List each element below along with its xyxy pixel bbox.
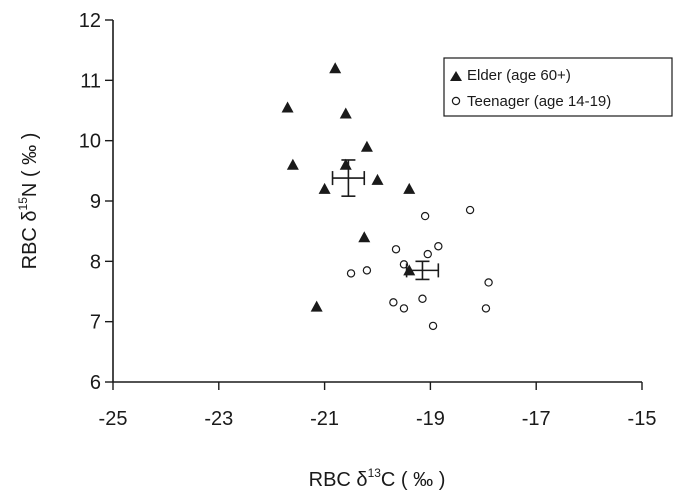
legend-elder-label: Elder (age 60+) <box>467 67 571 84</box>
legend-teenager-marker <box>451 96 461 106</box>
legend-box <box>443 57 673 117</box>
y-tick-label: 10 <box>79 131 101 153</box>
teenager-point <box>484 278 493 287</box>
teenager-point <box>399 260 409 269</box>
x-tick-label: -19 <box>416 408 445 430</box>
teenager-point <box>481 304 491 313</box>
y-tick-label: 9 <box>90 191 101 213</box>
teenager-point <box>399 304 409 313</box>
teenager-point <box>428 321 438 331</box>
y-tick-label: 8 <box>90 251 101 273</box>
teenager-point <box>420 211 430 221</box>
elder-point <box>286 158 299 170</box>
y-tick-label: 7 <box>90 312 101 334</box>
teenager-point <box>346 269 356 278</box>
y-axis-title-prefix: RBC δ <box>19 210 41 269</box>
teenager-mean-errorbar <box>405 260 440 281</box>
x-axis: -25 -23 -21 -19 -17 -15 <box>99 381 657 430</box>
x-ticks: -25 -23 -21 -19 -17 -15 <box>99 382 657 430</box>
elder-point <box>281 101 294 113</box>
x-axis-title-sup: 13 <box>368 466 382 480</box>
x-tick-label: -23 <box>204 408 233 430</box>
elder-point <box>358 231 371 243</box>
teenager-point <box>389 298 398 307</box>
y-ticks: 6 7 8 9 10 11 12 <box>79 10 113 394</box>
elder-mean-errorbar <box>331 159 366 197</box>
y-tick-label: 11 <box>80 70 101 92</box>
y-axis: 6 7 8 9 10 11 12 <box>79 10 114 394</box>
x-tick-label: -15 <box>628 408 657 430</box>
elder-point <box>371 173 384 185</box>
y-axis-title-sup: 15 <box>16 197 30 211</box>
y-axis-title-suffix: N ( ‰ ) <box>19 133 41 197</box>
x-axis-title-suffix: C ( ‰ ) <box>381 469 445 491</box>
teenager-point <box>418 294 427 303</box>
teenager-point <box>362 266 372 275</box>
x-tick-label: -21 <box>310 408 339 430</box>
elder-point <box>318 182 331 194</box>
elder-point <box>339 107 352 119</box>
elder-point <box>329 62 342 74</box>
teenager-point <box>434 242 443 251</box>
elder-point <box>310 300 323 312</box>
legend-teenager-label: Teenager (age 14-19) <box>467 93 611 110</box>
elder-point <box>403 182 416 194</box>
y-axis-title: RBC δ15N ( ‰ ) <box>16 133 41 270</box>
teenager-point <box>465 205 475 215</box>
teenager-point <box>423 249 432 259</box>
legend-elder-marker <box>450 71 462 81</box>
plot-area <box>281 62 493 331</box>
legend: Elder (age 60+) Teenager (age 14-19) <box>443 57 673 117</box>
x-tick-label: -25 <box>99 408 128 430</box>
x-axis-title-prefix: RBC δ <box>309 469 368 491</box>
y-tick-label: 6 <box>90 372 101 394</box>
elder-point <box>360 140 373 152</box>
x-axis-title: RBC δ13C ( ‰ ) <box>309 466 446 491</box>
y-tick-label: 12 <box>79 10 101 32</box>
teenager-point <box>391 245 401 254</box>
x-tick-label: -17 <box>522 408 551 430</box>
